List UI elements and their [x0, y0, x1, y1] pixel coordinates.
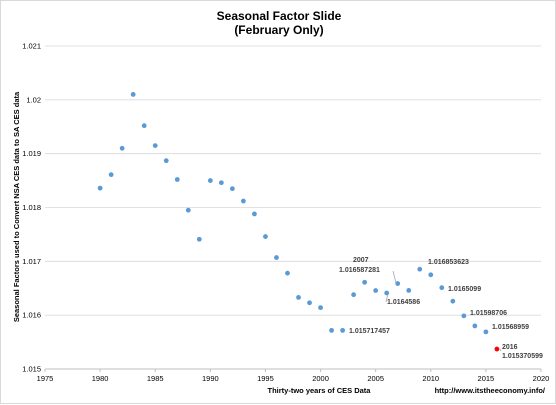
- data-point: [362, 279, 368, 285]
- data-point: [406, 288, 412, 293]
- x-tick-label: 1985: [147, 374, 164, 383]
- x-tick-label: 2010: [422, 374, 439, 383]
- data-point: [207, 178, 213, 183]
- annotation-2006-value: 1.0164586: [387, 299, 420, 306]
- data-point: [285, 270, 290, 276]
- data-point: [141, 123, 147, 129]
- x-tick-label: 1995: [257, 374, 274, 383]
- annotation-leader-2016: [499, 348, 502, 352]
- data-point: [384, 290, 390, 296]
- y-tick-label: 1.018: [22, 203, 41, 212]
- data-point: [296, 295, 301, 300]
- data-point: [218, 180, 224, 186]
- y-axis-label: Seasonal Factors used to Convert NSA CES…: [12, 91, 21, 322]
- annotation-leader-2006: [385, 294, 389, 303]
- annotation-2016-value: 1.015370599: [502, 353, 543, 360]
- data-point: [130, 92, 136, 97]
- x-tick-label: 1975: [37, 374, 54, 383]
- data-point: [461, 313, 467, 319]
- y-tick-label: 1.02: [26, 95, 41, 104]
- chart-subtitle: (February Only): [234, 23, 323, 37]
- data-point: [174, 177, 180, 182]
- y-tick-label: 1.015: [22, 365, 41, 374]
- annotation-2015-value: 1.01568959: [492, 324, 529, 331]
- source-url: http://www.itstheeconomy.info/: [435, 386, 546, 395]
- data-point: [185, 207, 191, 213]
- data-point: [428, 272, 434, 278]
- data-point: [152, 143, 158, 148]
- data-point: [241, 198, 246, 204]
- data-point: [196, 236, 202, 242]
- data-point: [229, 186, 235, 192]
- x-tick-label: 2005: [367, 374, 384, 383]
- data-point: [119, 145, 125, 151]
- data-point: [373, 288, 379, 293]
- data-point: [252, 211, 257, 217]
- data-point: [163, 158, 169, 164]
- data-point: [472, 323, 478, 329]
- x-tick-label: 2000: [312, 374, 329, 383]
- data-point: [108, 172, 114, 178]
- data-point: [351, 292, 357, 298]
- x-tick-labels: 1975 1980 1985 1990 1995 2000 2005 2010 2015 2020: [37, 369, 550, 383]
- data-point: [483, 329, 489, 335]
- x-tick-label: 1990: [202, 374, 219, 383]
- data-point: [450, 298, 456, 304]
- x-axis-label: Thirty-two years of CES Data: [268, 386, 372, 395]
- annotation-2016-year: 2016: [502, 344, 518, 351]
- x-tick-label: 2015: [478, 374, 495, 383]
- data-point: [340, 327, 345, 333]
- data-point: [97, 185, 103, 191]
- x-tick-label: 1980: [92, 374, 109, 383]
- data-point: [395, 281, 401, 286]
- annotation-2001-value: 1.015717457: [349, 328, 390, 335]
- y-tick-labels: 1.015 1.016 1.017 1.018 1.019 1.02 1.021: [22, 42, 41, 374]
- data-point: [274, 255, 279, 260]
- data-point: [417, 266, 423, 272]
- data-points: [97, 92, 500, 352]
- y-tick-label: 1.017: [22, 257, 41, 266]
- y-tick-label: 1.016: [22, 311, 41, 320]
- y-tick-label: 1.021: [22, 42, 41, 51]
- data-point: [439, 285, 445, 291]
- data-point: [263, 234, 268, 239]
- annotation-2009-value: 1.016853623: [428, 259, 469, 266]
- data-point-highlight: [494, 346, 500, 352]
- annotation-2007-year: 2007: [353, 257, 369, 264]
- chart-title: Seasonal Factor Slide: [217, 9, 342, 23]
- data-point: [318, 305, 323, 311]
- data-point: [307, 300, 312, 306]
- annotation-2013-value: 1.01598706: [470, 310, 507, 317]
- gridlines: [45, 45, 541, 316]
- x-tick-label: 2020: [533, 374, 550, 383]
- annotations: 2007 1.016587281 1.0164586 1.015717457 1…: [339, 257, 543, 360]
- data-point: [329, 327, 334, 333]
- annotation-2011-value: 1.0165099: [448, 286, 481, 293]
- annotation-2007-value: 1.016587281: [339, 267, 380, 274]
- y-tick-label: 1.019: [22, 149, 41, 158]
